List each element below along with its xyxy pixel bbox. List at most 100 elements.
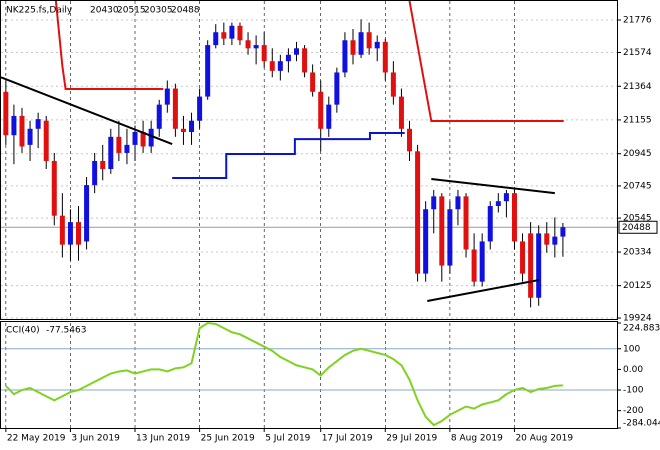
candle-body — [43, 120, 49, 161]
y-tick-label: 100 — [623, 344, 640, 354]
last-price-box — [618, 220, 658, 234]
candle-body — [318, 91, 324, 129]
overlay-line — [54, 1, 164, 91]
candle-body — [334, 72, 340, 105]
candle-body — [67, 222, 73, 245]
x-tick-label: 25 Jun 2019 — [201, 434, 255, 444]
candle-body — [310, 72, 316, 92]
candle-body — [108, 136, 114, 170]
y-tick-label: -200 — [623, 406, 644, 416]
ohlc-value: 20430 — [90, 6, 119, 16]
candle-body — [366, 32, 372, 49]
candle-body — [455, 196, 461, 210]
candle-body — [3, 91, 9, 136]
marks — [1, 1, 566, 427]
y-tick-label: 21574 — [623, 48, 652, 58]
candle-body — [189, 120, 195, 132]
overlay-line — [431, 177, 555, 195]
candle-body — [205, 45, 211, 97]
candle-body — [495, 201, 501, 207]
candle-body — [382, 41, 388, 73]
candle-body — [423, 209, 429, 274]
candle-body — [431, 196, 437, 210]
candle-body — [536, 233, 542, 298]
candle-body — [116, 136, 122, 153]
indicator-title: CCI(40) — [6, 326, 40, 336]
candle-body — [124, 144, 130, 153]
candle-body — [520, 241, 526, 274]
x-tick-label: 13 Jun 2019 — [136, 434, 190, 444]
candle-body — [229, 25, 235, 39]
candle-body — [213, 32, 219, 46]
y-tick-label: 20945 — [623, 149, 652, 159]
overlay-line — [427, 279, 539, 302]
x-tick-label: 5 Jul 2019 — [265, 434, 310, 444]
indicator-value: -77.5463 — [46, 326, 86, 336]
overlay-line — [408, 1, 564, 123]
y-tick-label: 224.8836 — [623, 324, 660, 334]
candle-body — [132, 131, 138, 145]
candle-body — [342, 40, 348, 73]
candle-body — [350, 40, 356, 55]
candle-body — [407, 128, 413, 152]
candle-body — [439, 196, 445, 266]
candle-body — [358, 32, 364, 55]
y-tick-label: 21776 — [623, 15, 652, 25]
candle-body — [374, 41, 380, 49]
candle-body — [180, 128, 186, 132]
labels: 21776 21574 21364 21155 20945 20745 20545 20334… — [5, 6, 660, 444]
candle-body — [528, 233, 534, 298]
candle-body — [544, 233, 550, 245]
candle-body — [245, 40, 251, 49]
last-price-label: 20488 — [622, 223, 651, 233]
y-tick-label: 21155 — [623, 115, 652, 125]
overlay-line — [1, 76, 173, 145]
candle-body — [11, 115, 17, 136]
candle-body — [27, 128, 33, 145]
candle-body — [172, 88, 178, 129]
y-tick-label: 20125 — [623, 281, 652, 291]
candle-body — [221, 32, 227, 39]
cci-line — [5, 321, 563, 427]
candle-body — [92, 160, 98, 186]
candle-body — [479, 241, 485, 282]
cci-panel-frame — [0, 321, 618, 429]
y-tick-label: -100 — [623, 386, 644, 396]
candle-body — [237, 25, 243, 41]
x-tick-label: 17 Jul 2019 — [322, 434, 373, 444]
candle-body — [140, 131, 146, 147]
candle-body — [148, 128, 154, 147]
y-tick-label: 0.00 — [623, 365, 643, 375]
candle-body — [463, 196, 469, 250]
chart-title: NK225.fs,Daily — [6, 6, 73, 16]
candle-body — [164, 88, 170, 105]
y-tick-label: 20334 — [623, 248, 652, 258]
candle-body — [293, 48, 299, 55]
y-tick-label: 20545 — [623, 214, 652, 224]
x-tick-label: 22 May 2019 — [7, 434, 66, 444]
ohlc-value: 20515 — [117, 6, 146, 16]
candle-body — [326, 104, 332, 129]
price-panel-frame — [0, 0, 618, 320]
x-tick-label: 3 Jun 2019 — [71, 434, 120, 444]
candle-body — [197, 96, 203, 121]
candle-body — [415, 151, 421, 274]
candle-body — [552, 236, 558, 245]
candle-body — [76, 222, 82, 245]
candle-body — [487, 206, 493, 242]
candle-body — [19, 115, 25, 147]
candle-body — [35, 119, 41, 129]
candle-body — [398, 96, 404, 129]
candle-body — [269, 61, 275, 71]
candle-body — [156, 104, 162, 129]
ohlc-value: 20305 — [144, 6, 173, 16]
overlay-line — [172, 131, 405, 180]
candle-body — [447, 209, 453, 266]
y-tick-label: 21364 — [623, 82, 652, 92]
ohlc-value: 20488 — [171, 6, 200, 16]
y-tick-label: 19924 — [623, 314, 652, 324]
candle-body — [302, 48, 308, 73]
candle-body — [261, 45, 267, 62]
